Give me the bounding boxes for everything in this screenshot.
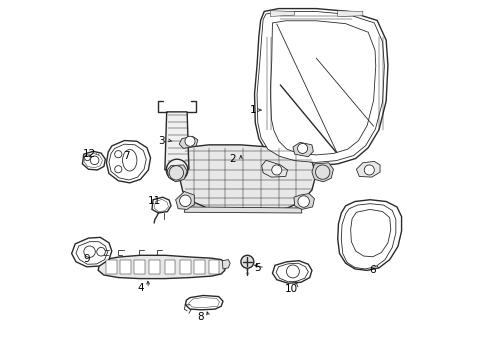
Text: 3: 3 [158, 136, 164, 145]
Polygon shape [109, 144, 146, 180]
Polygon shape [270, 11, 294, 17]
Text: 1: 1 [249, 105, 256, 115]
Polygon shape [134, 260, 145, 274]
Polygon shape [179, 145, 315, 212]
Text: 12: 12 [83, 149, 96, 159]
Polygon shape [261, 160, 287, 177]
Polygon shape [72, 237, 112, 267]
Polygon shape [222, 260, 230, 269]
Circle shape [115, 150, 122, 158]
Text: 8: 8 [197, 312, 203, 322]
Polygon shape [341, 204, 395, 269]
Circle shape [184, 136, 195, 146]
Polygon shape [276, 263, 308, 282]
Polygon shape [83, 153, 102, 168]
Polygon shape [337, 11, 362, 17]
Polygon shape [175, 192, 194, 210]
Circle shape [84, 155, 90, 161]
Circle shape [169, 166, 183, 180]
Polygon shape [350, 210, 390, 257]
Polygon shape [254, 9, 387, 166]
Circle shape [241, 255, 253, 268]
Circle shape [297, 196, 309, 207]
Circle shape [115, 166, 122, 173]
Circle shape [364, 165, 373, 175]
Polygon shape [164, 260, 175, 274]
Polygon shape [293, 194, 314, 210]
Polygon shape [148, 260, 159, 274]
Circle shape [297, 143, 307, 153]
Polygon shape [185, 296, 223, 310]
Circle shape [90, 156, 99, 165]
Circle shape [97, 247, 105, 256]
Polygon shape [208, 260, 219, 274]
Polygon shape [270, 21, 375, 155]
Polygon shape [272, 261, 311, 283]
Polygon shape [184, 207, 301, 213]
Ellipse shape [122, 149, 137, 171]
Circle shape [166, 159, 187, 181]
Text: 11: 11 [147, 196, 161, 206]
Circle shape [173, 170, 180, 177]
Polygon shape [337, 200, 401, 270]
Polygon shape [167, 165, 187, 182]
Polygon shape [311, 163, 333, 182]
Polygon shape [106, 260, 117, 274]
Circle shape [271, 165, 281, 175]
Polygon shape [180, 260, 190, 274]
Polygon shape [76, 242, 107, 264]
Circle shape [286, 265, 299, 278]
Circle shape [83, 246, 95, 257]
Polygon shape [98, 255, 225, 279]
Text: 7: 7 [122, 150, 129, 161]
Text: 5: 5 [253, 263, 260, 273]
Polygon shape [257, 12, 384, 162]
Polygon shape [120, 260, 131, 274]
Polygon shape [152, 197, 171, 213]
Text: 9: 9 [83, 254, 90, 264]
Polygon shape [356, 161, 379, 177]
Text: 6: 6 [368, 265, 375, 275]
Polygon shape [179, 136, 198, 148]
Polygon shape [188, 298, 219, 308]
Polygon shape [106, 140, 150, 183]
Text: 2: 2 [229, 154, 236, 164]
Polygon shape [292, 142, 313, 157]
Polygon shape [82, 151, 105, 170]
Polygon shape [154, 199, 168, 212]
Polygon shape [194, 260, 204, 274]
Text: 4: 4 [137, 283, 143, 293]
Circle shape [179, 195, 191, 207]
Polygon shape [164, 112, 188, 170]
Text: 10: 10 [284, 284, 297, 294]
Circle shape [315, 165, 329, 179]
